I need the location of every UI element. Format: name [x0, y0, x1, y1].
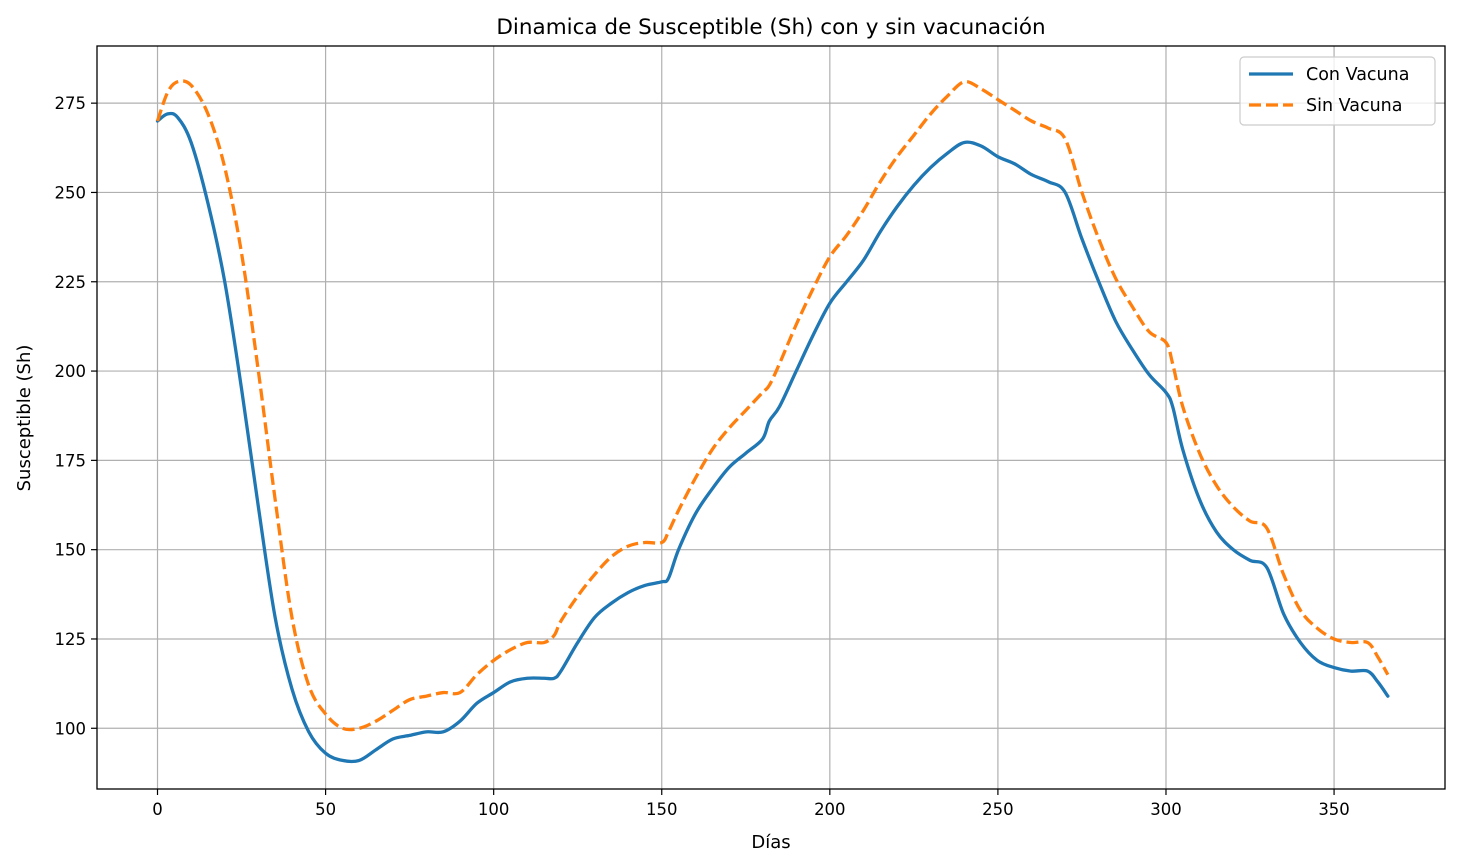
x-tick-label: 50	[315, 800, 336, 819]
legend-label-sin-vacuna: Sin Vacuna	[1306, 96, 1403, 116]
y-axis: 100 125 150 175 200 225 250 275	[55, 94, 97, 738]
y-axis-label: Susceptible (Sh)	[14, 345, 35, 492]
plot-frame	[96, 45, 1446, 790]
y-tick-label: 250	[55, 183, 87, 202]
y-tick-label: 175	[55, 451, 87, 470]
y-tick-label: 200	[55, 362, 87, 381]
y-tick-label: 225	[55, 273, 87, 292]
series-line-sin-vacuna	[155, 79, 1390, 732]
legend-label-con-vacuna: Con Vacuna	[1306, 65, 1409, 85]
x-tick-label: 200	[814, 800, 846, 819]
x-tick-label: 0	[152, 800, 163, 819]
y-tick-label: 100	[55, 719, 87, 738]
grid-lines	[97, 46, 1445, 789]
chart-title: Dinamica de Susceptible (Sh) con y sin v…	[496, 15, 1045, 40]
x-axis-label: Días	[751, 832, 790, 853]
series-line-con-vacuna	[155, 111, 1390, 764]
y-tick-label: 150	[55, 541, 87, 560]
series-layer	[155, 79, 1390, 764]
x-tick-label: 150	[646, 800, 678, 819]
y-tick-label: 275	[55, 94, 87, 113]
x-tick-label: 300	[1150, 800, 1182, 819]
x-tick-label: 250	[982, 800, 1014, 819]
y-tick-label: 125	[55, 630, 87, 649]
x-tick-label: 350	[1318, 800, 1350, 819]
x-axis: 0 50 100 150 200 250 300 350	[152, 789, 1350, 819]
legend: Con Vacuna Sin Vacuna	[1239, 56, 1436, 126]
x-tick-label: 100	[478, 800, 510, 819]
